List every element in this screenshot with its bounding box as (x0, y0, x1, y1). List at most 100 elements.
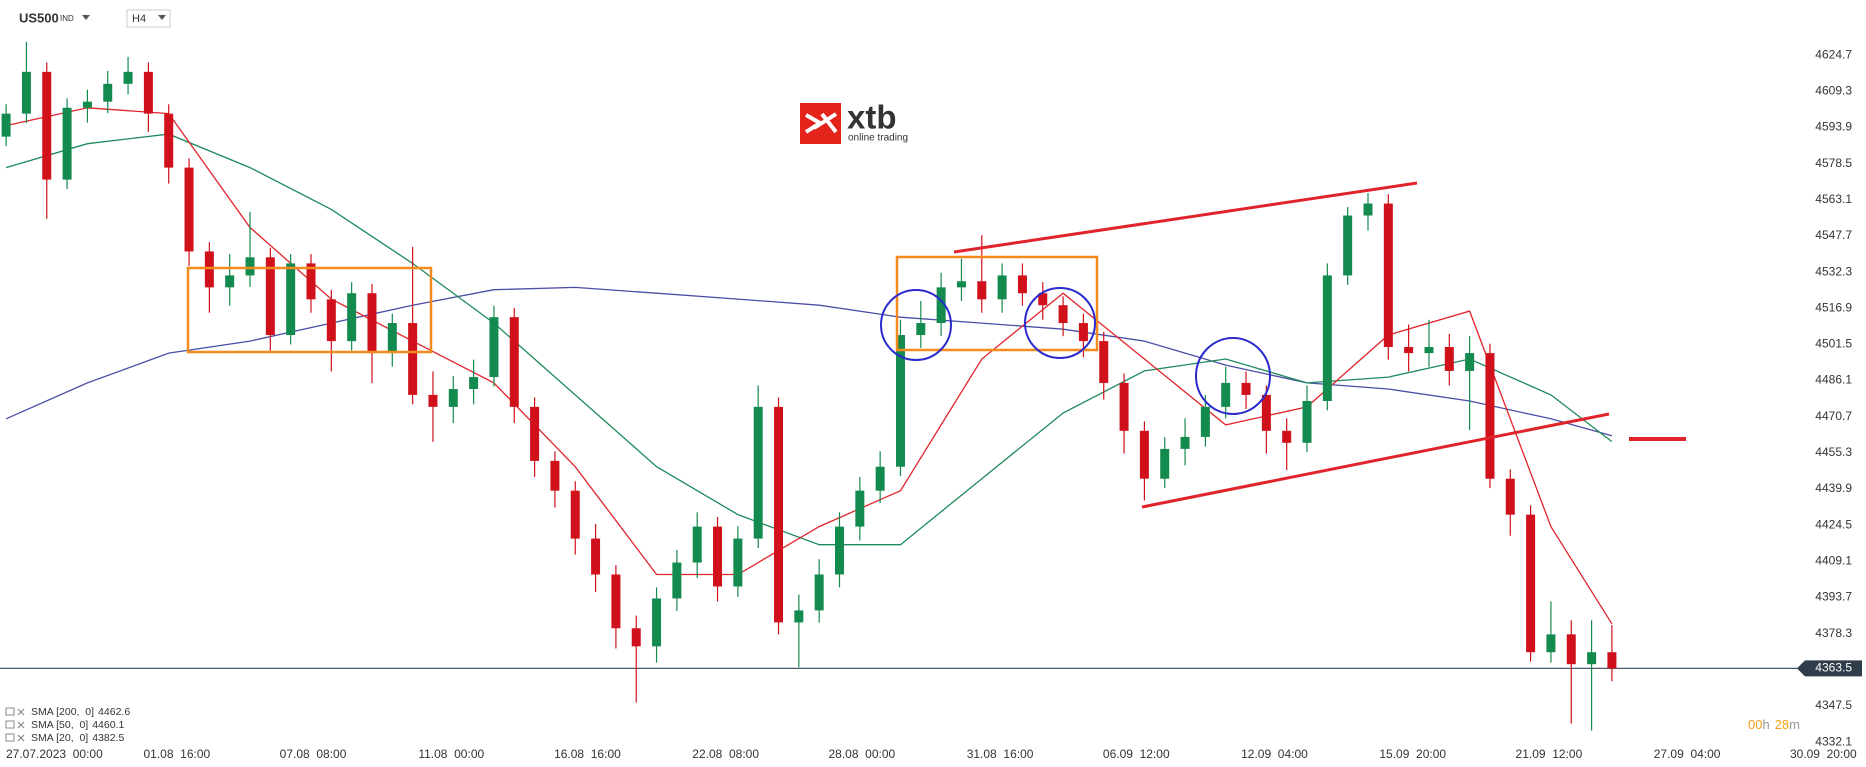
candle-body (1180, 436, 1190, 449)
y-tick-label: 4332.1 (1815, 734, 1852, 748)
candle-body (42, 71, 52, 180)
y-tick-label: 4409.1 (1815, 554, 1852, 568)
legend-icon (5, 707, 15, 716)
countdown-minutes: 28 (1775, 717, 1789, 732)
plot-area: 4624.7 4609.3 4593.9 4578.5 4563.1 4547.7 4532… (0, 41, 1862, 761)
symbol[interactable]: US500 (19, 10, 59, 25)
candle-body (1017, 275, 1027, 294)
candle-body (1485, 353, 1495, 479)
candle-body (1546, 634, 1556, 653)
legend-name: SMA [50, 0] (31, 719, 88, 731)
annotation-circle (880, 289, 952, 361)
candle-body (875, 466, 885, 491)
timeframe[interactable]: H4 (132, 13, 146, 25)
candle-body (103, 83, 113, 102)
candle-body (652, 598, 662, 647)
legend-name: SMA [200, 0] (31, 706, 94, 718)
y-tick-label: 4578.5 (1815, 156, 1852, 170)
dropdown-arrow[interactable] (158, 15, 166, 20)
x-tick-label: 01.08 16:00 (143, 747, 210, 761)
logo-tagline: online trading (848, 133, 908, 144)
legend-icon (5, 733, 15, 742)
candle-body (326, 299, 336, 342)
y-tick-label: 4470.7 (1815, 409, 1852, 423)
candle-body (895, 335, 905, 467)
candle-body (1424, 347, 1434, 354)
candle-body (1302, 400, 1312, 443)
candle-body (1099, 341, 1109, 383)
candle-body (1221, 382, 1231, 407)
candle-body (82, 101, 92, 108)
x-tick-label: 31.08 16:00 (967, 747, 1034, 761)
y-tick-label: 4609.3 (1815, 84, 1852, 98)
candle-body (814, 574, 824, 611)
candle-body (387, 323, 397, 354)
candle-body (408, 323, 418, 395)
candle-body (265, 257, 275, 336)
candle-body (774, 406, 784, 623)
candle-body (1322, 275, 1332, 401)
candle-body (1444, 347, 1454, 371)
candle-body (550, 460, 560, 491)
candle-body (1383, 203, 1393, 348)
candle-body (591, 538, 601, 575)
x-tick-label: 28.08 00:00 (828, 747, 895, 761)
candle-body (733, 538, 743, 587)
candle-body (143, 71, 153, 114)
candle-body (1607, 652, 1617, 669)
candle-body (631, 628, 641, 647)
candle-body (1119, 382, 1129, 431)
legend-close (17, 721, 25, 729)
y-tick-label: 4439.9 (1815, 481, 1852, 495)
x-tick-label: 27.09 04:00 (1654, 747, 1721, 761)
candle-body (713, 526, 723, 587)
y-tick-label: 4501.5 (1815, 337, 1852, 351)
candle-body (123, 71, 133, 84)
candle-body (794, 610, 804, 623)
candle-body (1566, 634, 1576, 665)
dropdown-arrow[interactable] (82, 15, 90, 20)
market: IND (60, 14, 74, 23)
candle-body (692, 526, 702, 563)
y-tick-label: 4593.9 (1815, 120, 1852, 134)
x-tick-label: 27.07.2023 00:00 (6, 747, 103, 761)
annotation-box (186, 266, 433, 354)
candle-body (184, 167, 194, 252)
candle-body (1241, 382, 1251, 395)
annotation-circle (1024, 287, 1096, 359)
timeframe-box[interactable] (126, 9, 171, 28)
legend-close (17, 708, 25, 716)
candle-body (428, 394, 438, 407)
candle-body (62, 107, 72, 180)
candle-body (997, 275, 1007, 300)
candle-body (245, 257, 255, 276)
legend-value: 4460.1 (92, 719, 124, 731)
candle-body (1261, 394, 1271, 431)
candle-body (225, 275, 235, 288)
last-price-box (1797, 660, 1862, 677)
candle-body (509, 317, 519, 407)
candle-body (1160, 448, 1170, 479)
x-tick-label: 22.08 08:00 (692, 747, 759, 761)
candle-body (286, 263, 296, 336)
candle-body (611, 574, 621, 629)
y-tick-label: 4393.7 (1815, 590, 1852, 604)
legend-icon (5, 720, 15, 729)
candle-body (1343, 215, 1353, 276)
candle-body (1200, 406, 1210, 437)
candle-body (916, 323, 926, 336)
candle-body (672, 562, 682, 599)
x-tick-label: 12.09 04:00 (1241, 747, 1308, 761)
sma-line (5, 107, 1613, 625)
last-price-label: 4363.5 (1815, 661, 1852, 675)
candle-body (448, 389, 458, 407)
x-tick-label: 06.09 12:00 (1103, 747, 1170, 761)
candle-body (1078, 323, 1088, 342)
candle-body (469, 377, 479, 390)
candle-body (855, 490, 865, 527)
y-tick-label: 4516.9 (1815, 300, 1852, 314)
candle-body (834, 526, 844, 575)
y-tick-label: 4563.1 (1815, 192, 1852, 206)
logo-text: xtb (847, 99, 897, 136)
candle-body (1526, 514, 1536, 653)
